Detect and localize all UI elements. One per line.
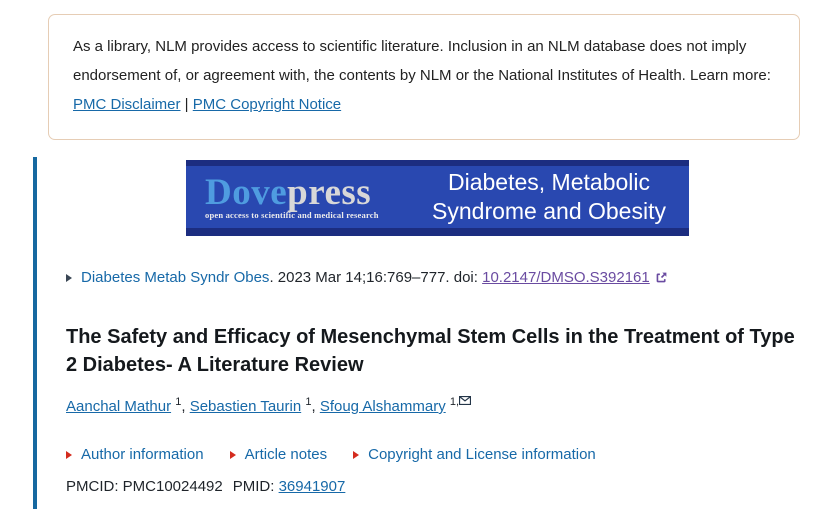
- author-affiliation-1: 1: [175, 396, 182, 408]
- expander-triangle-icon: [229, 450, 236, 459]
- article-title: The Safety and Efficacy of Mesenchymal S…: [66, 326, 795, 376]
- disclaimer-text: As a library, NLM provides access to sci…: [73, 38, 747, 84]
- journal-list-toggle-icon[interactable]: [66, 273, 72, 282]
- nlm-disclaimer-box: As a library, NLM provides access to sci…: [48, 14, 800, 140]
- article-header: Dovepress open access to scientific and …: [33, 157, 831, 509]
- citation-details: . 2023 Mar 14;16:769–777. doi:: [269, 269, 483, 286]
- dovepress-logo: Dovepress open access to scientific and …: [205, 174, 379, 220]
- author-separator: ,: [181, 398, 190, 415]
- author-information-expander[interactable]: Author information: [66, 446, 204, 463]
- pmc-copyright-notice-link[interactable]: PMC Copyright Notice: [192, 96, 342, 113]
- copyright-license-expander[interactable]: Copyright and License information: [353, 446, 596, 463]
- author-affiliation-3: 1,: [449, 396, 460, 408]
- article-identifiers: PMCID: PMC10024492 PMID: 36941907: [66, 478, 831, 495]
- correspondence-email-icon[interactable]: [459, 396, 472, 408]
- journal-abbreviation-link[interactable]: Diabetes Metab Syndr Obes: [81, 269, 270, 286]
- pmcid-value: PMCID: PMC10024492: [66, 478, 223, 495]
- expander-triangle-icon: [353, 450, 360, 459]
- author-link-2[interactable]: Sebastien Taurin: [189, 398, 302, 415]
- author-affiliation-2: 1: [305, 396, 312, 408]
- journal-name: Diabetes, Metabolic Syndrome and Obesity: [432, 169, 666, 224]
- citation-line: Diabetes Metab Syndr Obes. 2023 Mar 14;1…: [66, 269, 831, 286]
- doi-link[interactable]: 10.2147/DMSO.S392161: [482, 269, 668, 286]
- dovepress-logo-dove: Dove: [205, 172, 288, 214]
- dovepress-tagline: open access to scientific and medical re…: [205, 210, 379, 221]
- link-separator: |: [180, 96, 193, 113]
- pmid-link[interactable]: 36941907: [278, 478, 346, 495]
- pmc-disclaimer-link[interactable]: PMC Disclaimer: [73, 96, 181, 113]
- author-link-1[interactable]: Aanchal Mathur: [66, 398, 172, 415]
- author-link-3[interactable]: Sfoug Alshammary: [319, 398, 446, 415]
- dovepress-logo-press: press: [287, 172, 372, 214]
- pmid-label: PMID:: [232, 478, 279, 495]
- authors-line: Aanchal Mathur 1, Sebastien Taurin 1, Sf…: [66, 396, 831, 415]
- publisher-banner[interactable]: Dovepress open access to scientific and …: [186, 160, 689, 236]
- external-link-icon: [656, 272, 667, 283]
- expander-triangle-icon: [66, 450, 72, 459]
- article-info-links: Author information Article notes Copyrig…: [66, 446, 831, 463]
- author-separator: ,: [311, 398, 320, 415]
- article-notes-expander[interactable]: Article notes: [229, 446, 327, 463]
- learn-more-label: Learn more:: [690, 67, 771, 84]
